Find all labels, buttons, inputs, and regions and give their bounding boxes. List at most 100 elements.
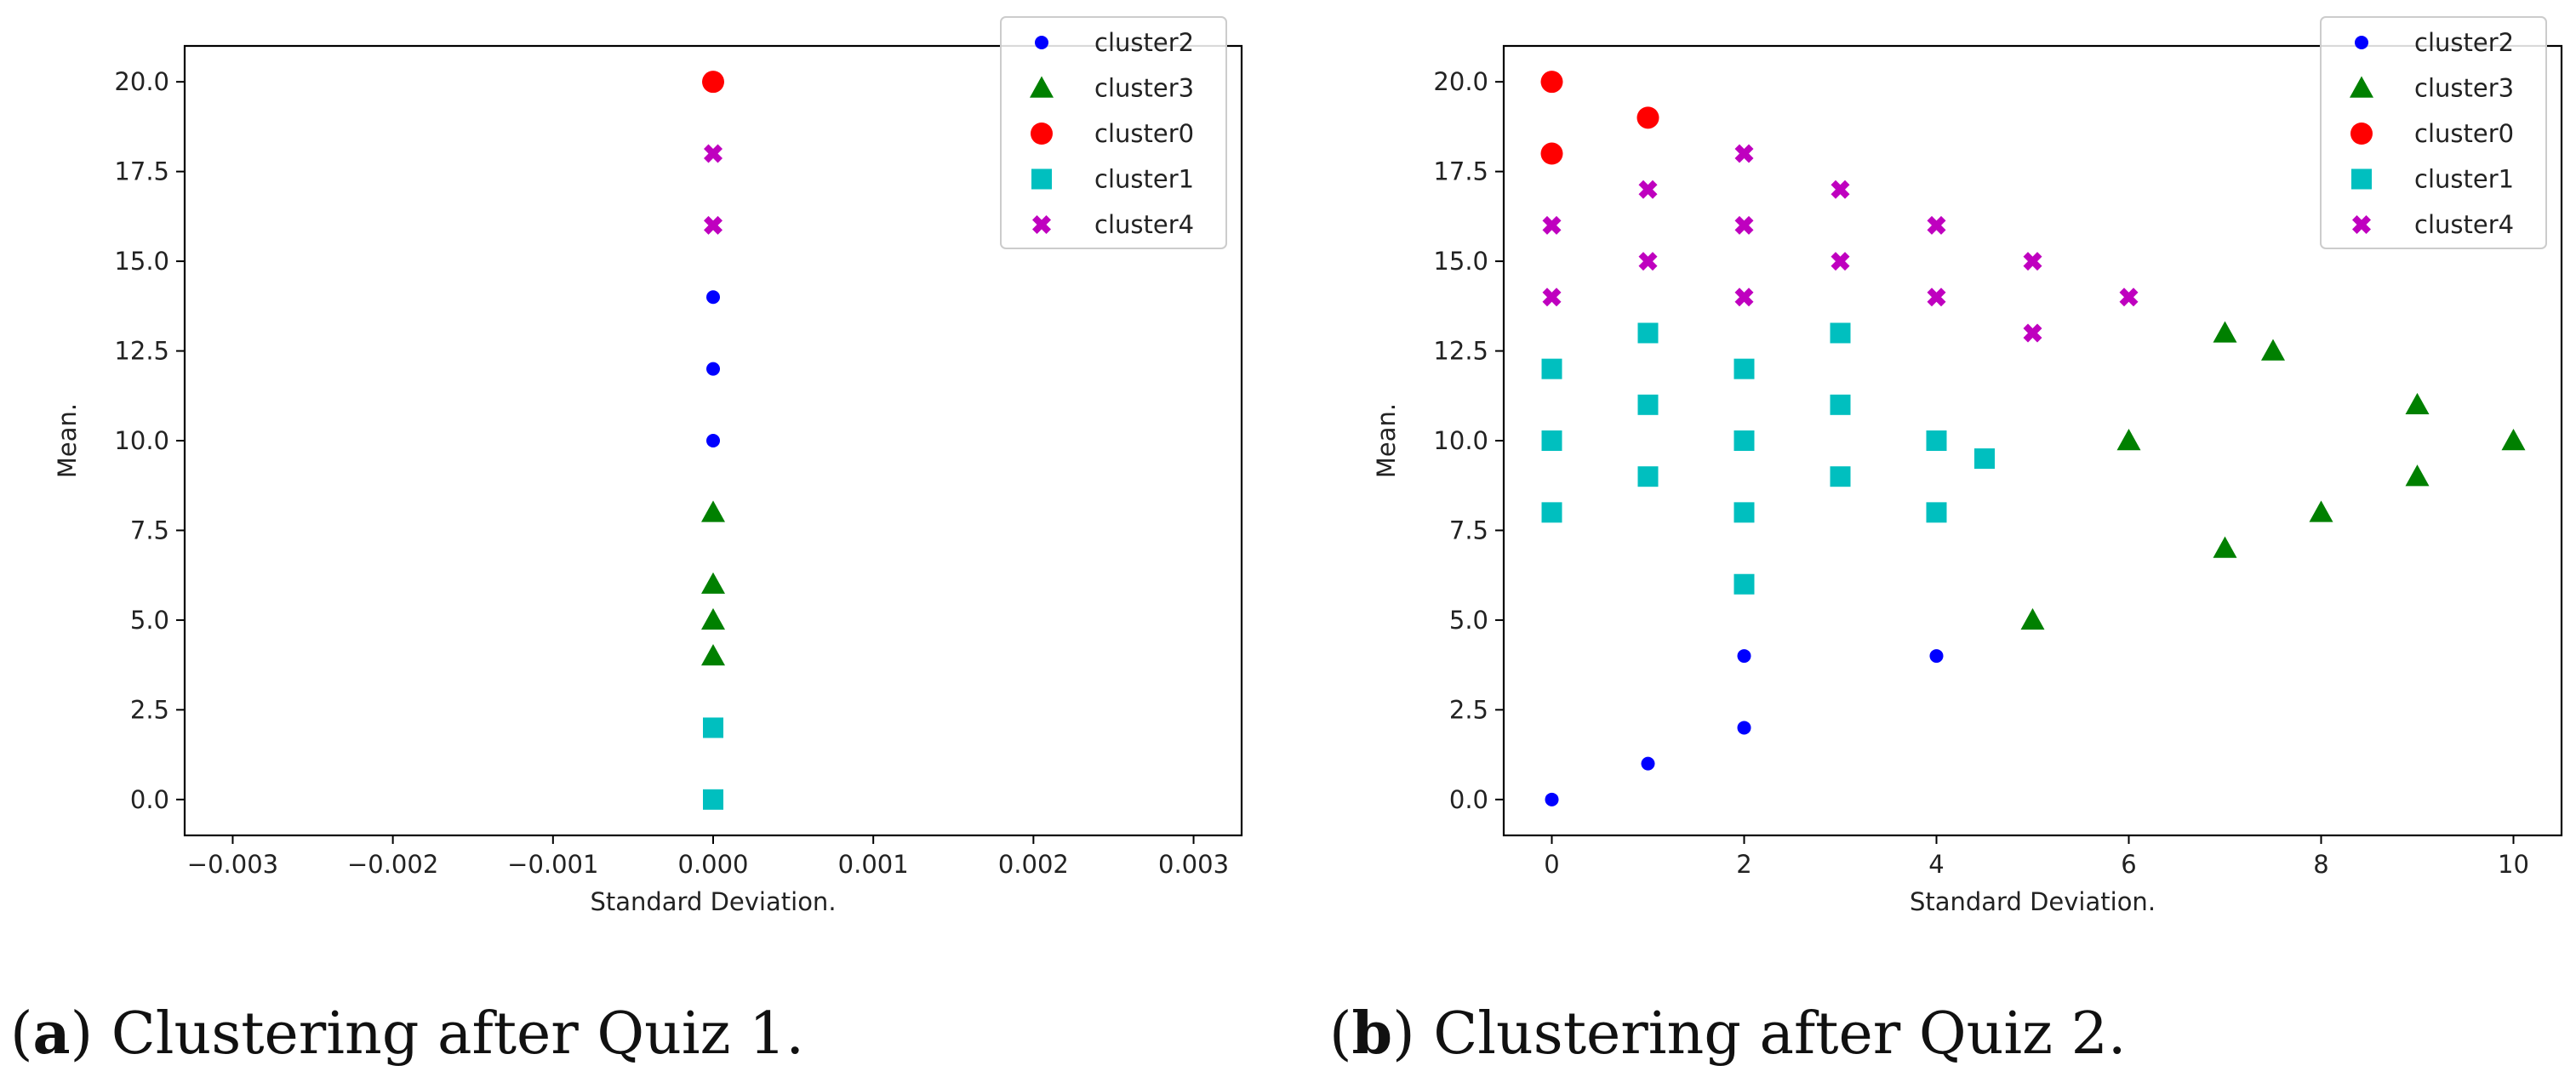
data-point [1830,394,1851,415]
series-cluster2 [706,290,720,447]
caption-b-label: b [1351,1000,1393,1068]
legend-label: cluster4 [1094,210,1194,239]
x-tick-label: 2 [1736,850,1751,879]
series-cluster4 [1542,144,2139,343]
legend-label: cluster3 [2414,74,2514,103]
series-cluster4 [704,144,723,235]
data-point [2213,536,2237,558]
y-tick-label: 0.0 [130,785,169,814]
y-tick-label: 20.0 [114,67,169,96]
legend-label: cluster2 [1094,28,1194,57]
legend-marker [2355,36,2368,49]
x-tick-label: 4 [1928,850,1944,879]
y-tick-label: 2.5 [130,695,169,724]
x-tick-label: −0.003 [187,850,278,879]
data-point [1541,358,1562,379]
data-point [2405,392,2430,415]
legend-marker [1031,168,1052,190]
data-point [1734,144,1754,163]
legend-label: cluster0 [1094,119,1194,148]
data-point [703,717,723,738]
data-point [1540,71,1563,94]
y-tick-label: 10.0 [114,426,169,455]
data-point [701,572,725,594]
y-axis-label: Mean. [1372,403,1401,478]
data-point [2213,321,2237,343]
y-tick-label: 7.5 [1449,516,1488,544]
y-tick-label: 5.0 [130,606,169,635]
data-point [1734,573,1755,595]
data-point [706,290,720,305]
series-cluster2 [1545,649,1944,806]
data-point [1737,649,1751,664]
data-point [2309,500,2333,522]
x-tick-label: 0.002 [998,850,1069,879]
legend-marker [2352,215,2371,234]
series-cluster1 [703,717,723,810]
chart-a: −0.003 −0.002 −0.001 0.000 0.001 0.002 0.003 0.… [53,16,1243,916]
data-point [1734,358,1755,379]
data-point [1541,430,1562,451]
x-tick-label: 0.001 [838,850,909,879]
data-point [1929,649,1944,664]
y-tick-label: 15.0 [114,247,169,276]
legend-marker [1031,123,1053,145]
y-tick-label: 0.0 [1449,785,1488,814]
data-point [2020,607,2045,630]
data-point [1641,756,1655,771]
legend-label: cluster3 [1094,74,1194,103]
y-tick-label: 2.5 [1449,695,1488,724]
data-point [1542,215,1562,235]
data-point [703,789,723,810]
data-point [2261,339,2285,361]
y-tick-label: 12.5 [1433,337,1488,366]
x-tick-label: 0.000 [677,850,748,879]
legend-marker [2350,76,2373,98]
data-point [1636,106,1659,129]
y-tick-label: 10.0 [1433,426,1488,455]
y-tick-label: 17.5 [114,157,169,186]
y-tick-label: 5.0 [1449,606,1488,635]
data-point [1830,322,1851,344]
data-point [701,644,725,666]
data-point [1831,180,1850,199]
x-tick-label: −0.002 [347,850,438,879]
data-point [2023,323,2042,343]
caption-a: (a) Clustering after Quiz 1. [10,1000,804,1068]
series-cluster1 [1541,322,1995,595]
y-tick-label: 12.5 [114,337,169,366]
legend-marker [1032,215,1051,234]
data-point [2119,288,2139,307]
series-cluster0 [702,71,724,94]
data-point [1831,252,1850,271]
data-point [1540,142,1563,165]
data-point [706,362,720,376]
data-point [2023,252,2042,271]
y-tick-label: 20.0 [1433,67,1488,96]
legend-box [2320,16,2547,249]
data-point [1927,215,1946,235]
legend-label: cluster1 [2414,165,2514,194]
legend-marker [1035,36,1048,49]
data-point [706,434,720,447]
caption-b-text: Clustering after Quiz 2. [1433,1000,2127,1068]
data-point [2116,429,2141,451]
chart-b: 0 2 4 6 8 10 0.0 2.5 5.0 7.5 10.0 12.5 15.0 17.5 20.0 S… [1372,16,2563,916]
data-point [704,215,723,235]
x-tick-label: 0 [1544,850,1559,879]
data-point [2405,464,2430,487]
data-point [1637,394,1659,415]
data-point [1734,430,1755,451]
data-point [1734,502,1755,523]
data-point [1927,288,1946,307]
y-tick-label: 7.5 [130,516,169,544]
data-point [1542,288,1562,307]
legend-marker [2351,168,2372,190]
data-point [1545,792,1559,806]
caption-a-label: a [32,1000,71,1068]
x-axis-label: Standard Deviation. [590,887,836,916]
data-point [1737,721,1751,735]
data-point [701,500,725,522]
legend: cluster2 cluster3 cluster0 cluster1 cluster4 [2320,16,2547,249]
